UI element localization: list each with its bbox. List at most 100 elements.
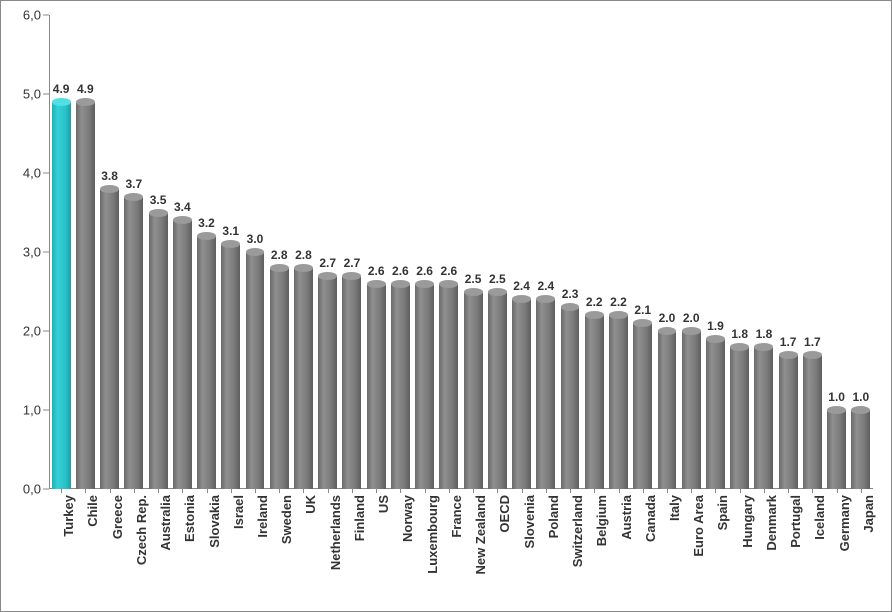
x-label-slot: Switzerland xyxy=(558,489,582,611)
bar-spain: 1.9 xyxy=(706,339,725,489)
bar-ireland: 3.0 xyxy=(246,252,265,489)
bar-value-label: 2.2 xyxy=(610,295,627,309)
bar-norway: 2.6 xyxy=(391,284,410,489)
x-tick-mark xyxy=(570,488,571,493)
bar-czech-rep-: 3.7 xyxy=(124,197,143,489)
bar-slot: 1.7 xyxy=(800,15,824,489)
x-tick-mark xyxy=(473,488,474,493)
bar-hungary: 1.8 xyxy=(730,347,749,489)
x-tick-mark xyxy=(764,488,765,493)
x-label-slot: Norway xyxy=(388,489,412,611)
x-tick-mark xyxy=(134,488,135,493)
x-label-slot: Slovenia xyxy=(509,489,533,611)
bar-value-label: 2.8 xyxy=(271,248,288,262)
y-tick-label: 2,0 xyxy=(23,323,41,338)
x-tick-mark xyxy=(546,488,547,493)
bar-oecd: 2.5 xyxy=(488,292,507,490)
bar-value-label: 2.8 xyxy=(295,248,312,262)
x-label-slot: Israel xyxy=(219,489,243,611)
bar-iceland: 1.7 xyxy=(803,355,822,489)
bar-slot: 3.8 xyxy=(97,15,121,489)
bar-slot: 2.0 xyxy=(655,15,679,489)
bar-slot: 2.1 xyxy=(631,15,655,489)
x-label-slot: Austria xyxy=(606,489,630,611)
x-tick-mark xyxy=(497,488,498,493)
bar-slot: 2.5 xyxy=(485,15,509,489)
bar-slot: 1.8 xyxy=(728,15,752,489)
bar-germany: 1.0 xyxy=(827,410,846,489)
bar-slot: 2.8 xyxy=(267,15,291,489)
bar-value-label: 2.7 xyxy=(344,256,361,270)
bar-slot: 2.4 xyxy=(534,15,558,489)
bar-slot: 2.3 xyxy=(558,15,582,489)
bar-value-label: 2.3 xyxy=(562,287,579,301)
x-label-slot: New Zealand xyxy=(461,489,485,611)
bar-value-label: 2.4 xyxy=(537,279,554,293)
x-axis-labels: TurkeyChileGreeceCzech Rep.AustraliaEsto… xyxy=(49,489,873,611)
bar-slot: 2.5 xyxy=(461,15,485,489)
x-tick-mark xyxy=(303,488,304,493)
bar-value-label: 2.0 xyxy=(683,311,700,325)
bar-israel: 3.1 xyxy=(221,244,240,489)
bar-slot: 1.9 xyxy=(703,15,727,489)
bar-value-label: 2.6 xyxy=(368,264,385,278)
bar-slot: 2.6 xyxy=(388,15,412,489)
x-tick-mark xyxy=(667,488,668,493)
bar-value-label: 2.4 xyxy=(513,279,530,293)
bar-value-label: 2.5 xyxy=(489,272,506,286)
x-label-slot: Euro Area xyxy=(679,489,703,611)
x-label-slot: UK xyxy=(291,489,315,611)
y-axis: 0,01,02,03,04,05,06,0 xyxy=(1,15,49,489)
bar-slot: 2.2 xyxy=(582,15,606,489)
bar-slot: 2.7 xyxy=(340,15,364,489)
bar-value-label: 1.9 xyxy=(707,319,724,333)
bar-euro-area: 2.0 xyxy=(682,331,701,489)
bar-slot: 3.1 xyxy=(219,15,243,489)
bar-value-label: 1.0 xyxy=(853,390,870,404)
x-label-slot: US xyxy=(364,489,388,611)
bar-value-label: 2.5 xyxy=(465,272,482,286)
x-label-slot: France xyxy=(437,489,461,611)
x-label-slot: Greece xyxy=(97,489,121,611)
x-tick-mark xyxy=(85,488,86,493)
x-label-slot: Iceland xyxy=(800,489,824,611)
bar-value-label: 2.0 xyxy=(659,311,676,325)
x-label-slot: Luxembourg xyxy=(413,489,437,611)
bar-slot: 3.4 xyxy=(170,15,194,489)
x-tick-mark xyxy=(182,488,183,493)
x-label-slot: Turkey xyxy=(49,489,73,611)
x-label-slot: Finland xyxy=(340,489,364,611)
bar-denmark: 1.8 xyxy=(754,347,773,489)
bar-value-label: 3.7 xyxy=(125,177,142,191)
x-tick-mark xyxy=(400,488,401,493)
bar-belgium: 2.2 xyxy=(585,315,604,489)
x-tick-mark xyxy=(788,488,789,493)
bar-sweden: 2.8 xyxy=(270,268,289,489)
x-tick-mark xyxy=(449,488,450,493)
x-label: Japan xyxy=(861,495,876,533)
x-tick-mark xyxy=(158,488,159,493)
bar-value-label: 3.0 xyxy=(247,232,264,246)
x-label-slot: Germany xyxy=(825,489,849,611)
bar-slot: 1.0 xyxy=(849,15,873,489)
x-label-slot: Hungary xyxy=(728,489,752,611)
bar-slot: 3.5 xyxy=(146,15,170,489)
x-label-slot: Chile xyxy=(73,489,97,611)
y-tick-label: 4,0 xyxy=(23,165,41,180)
bar-slot: 4.9 xyxy=(73,15,97,489)
bars-group: 4.94.93.83.73.53.43.23.13.02.82.82.72.72… xyxy=(49,15,873,489)
x-tick-mark xyxy=(861,488,862,493)
x-label-slot: Estonia xyxy=(170,489,194,611)
bar-uk: 2.8 xyxy=(294,268,313,489)
bar-slot: 1.7 xyxy=(776,15,800,489)
y-tick-label: 0,0 xyxy=(23,482,41,497)
x-tick-mark xyxy=(740,488,741,493)
x-label-slot: Portugal xyxy=(776,489,800,611)
bar-slot: 2.0 xyxy=(679,15,703,489)
bar-new-zealand: 2.5 xyxy=(464,292,483,490)
x-label-slot: Ireland xyxy=(243,489,267,611)
bar-value-label: 2.2 xyxy=(586,295,603,309)
bar-value-label: 4.9 xyxy=(77,82,94,96)
bar-slot: 2.2 xyxy=(606,15,630,489)
x-label-slot: Italy xyxy=(655,489,679,611)
